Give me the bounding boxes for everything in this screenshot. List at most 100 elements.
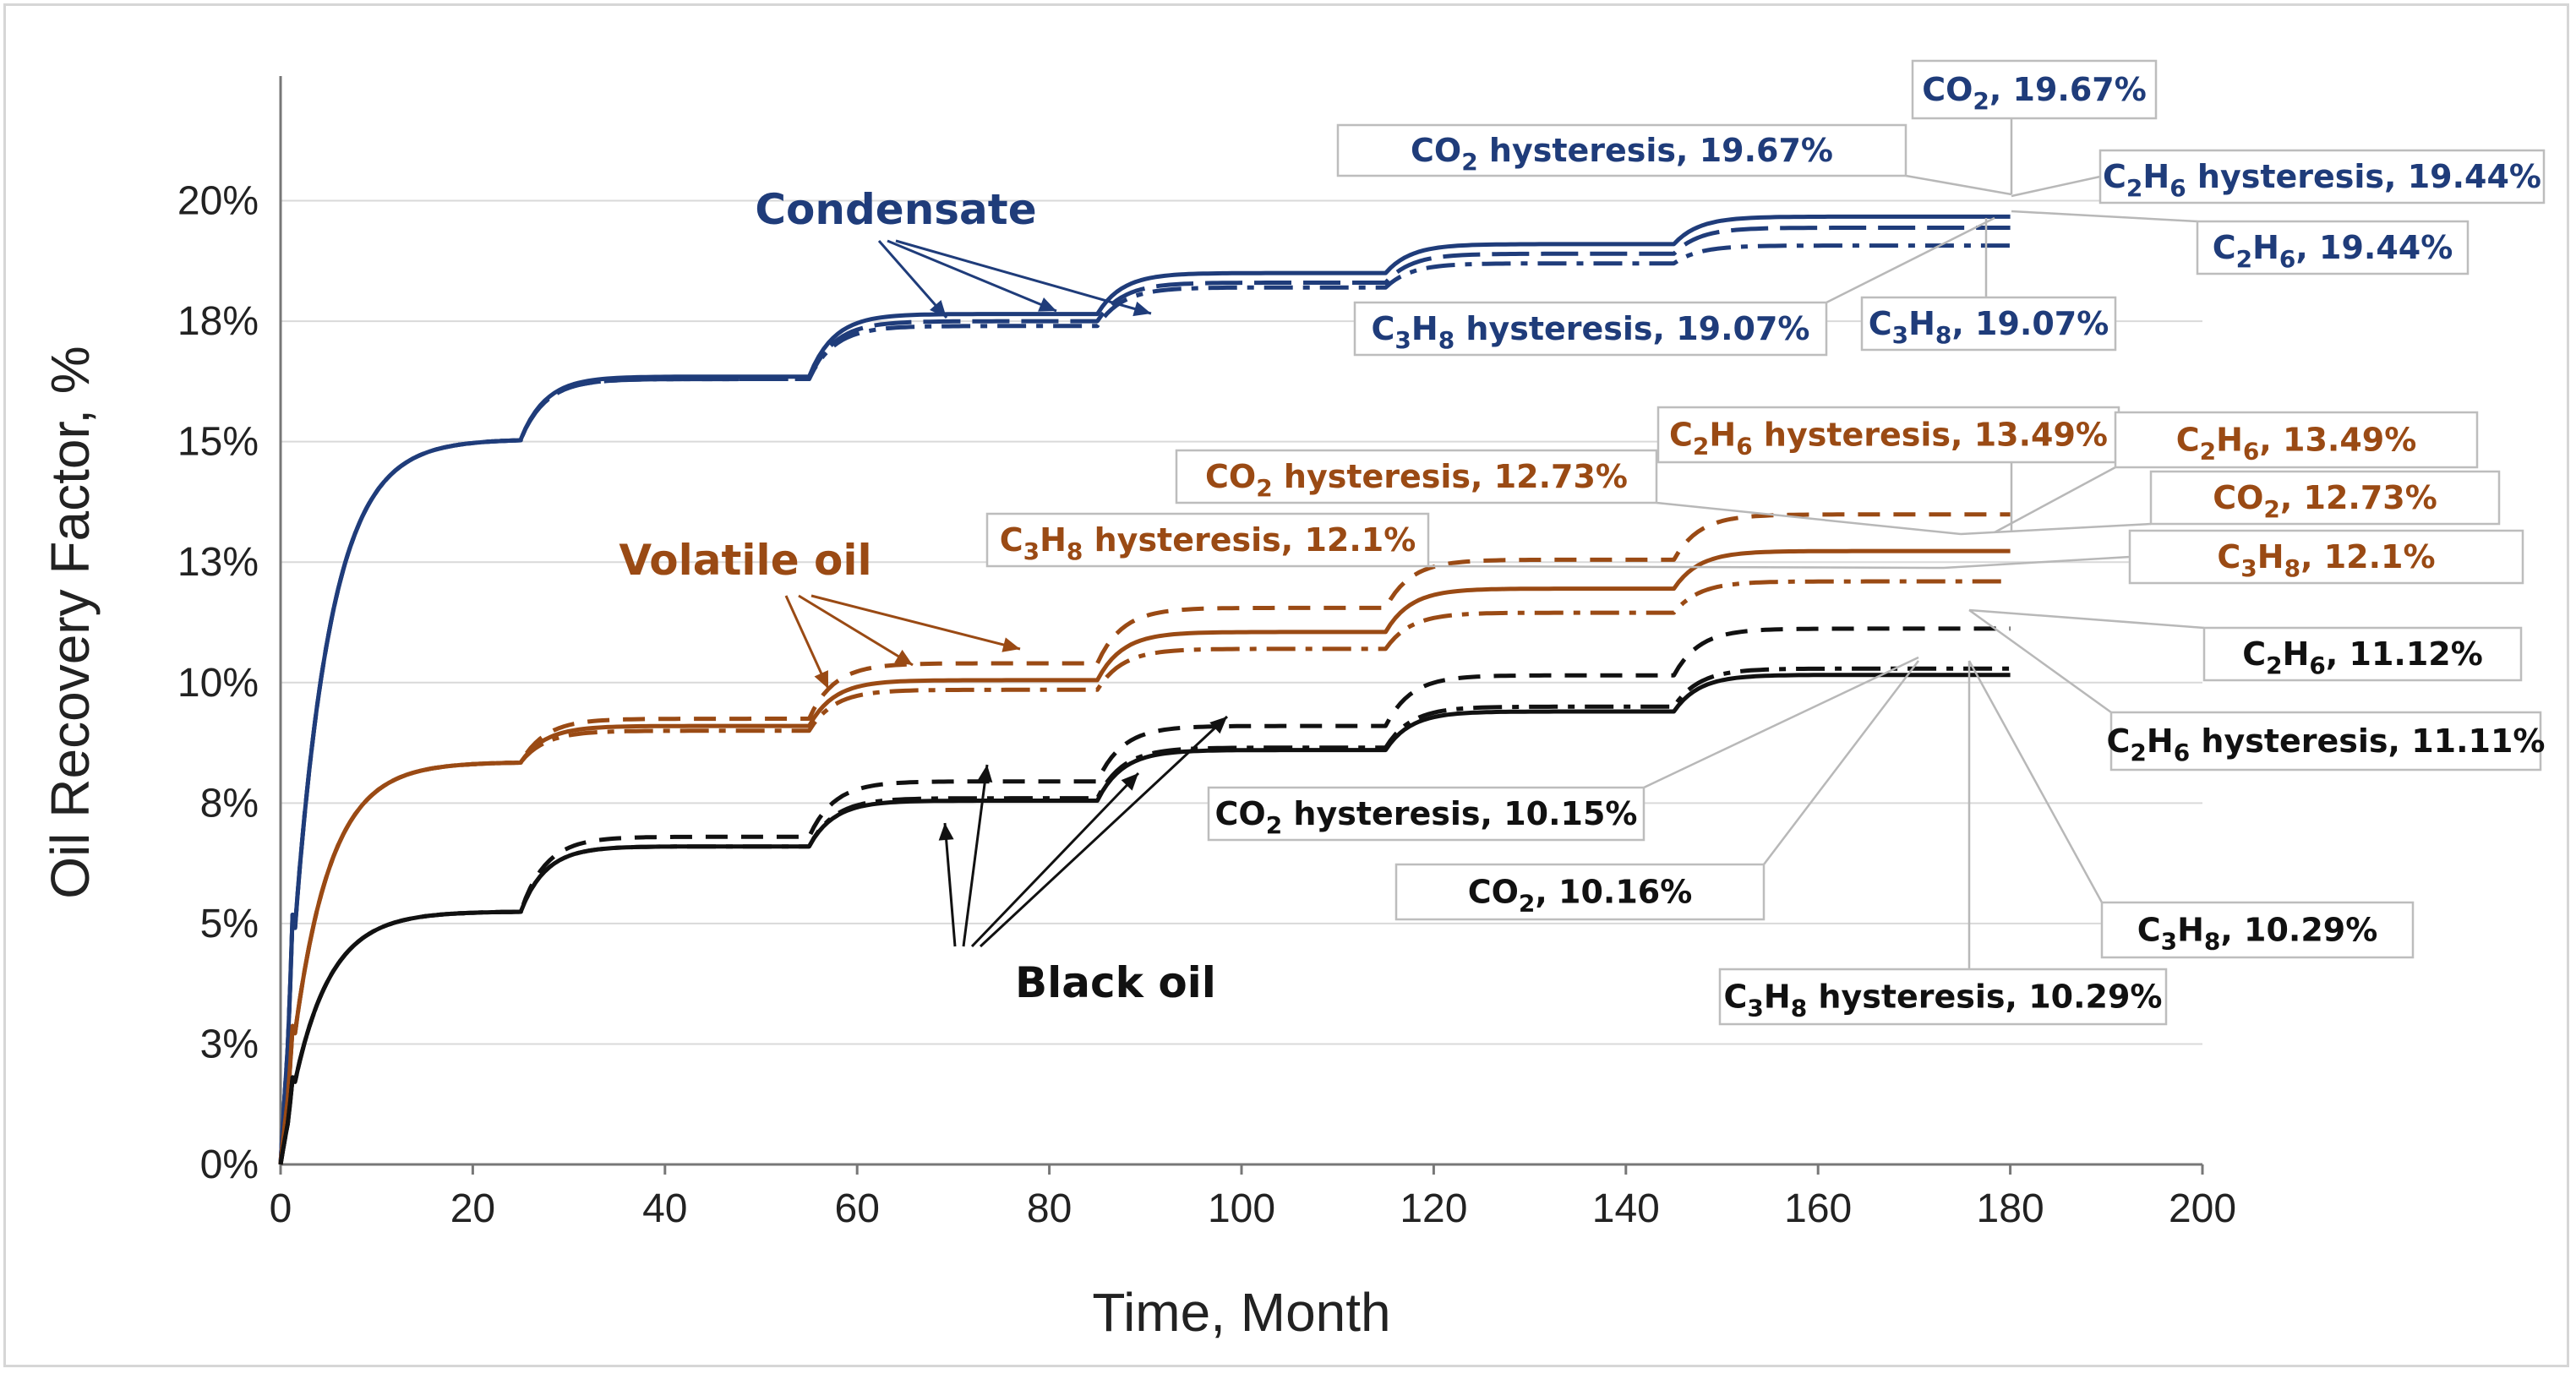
annotation-box xyxy=(1353,301,1828,357)
annotation-text: C2H6, 13.49% xyxy=(2176,422,2417,466)
annotation-box xyxy=(2202,626,2523,682)
annotation-part: , 11.12% xyxy=(2326,635,2483,673)
annotation-part: , 19.67% xyxy=(1989,71,2147,108)
subscript: 8 xyxy=(1935,321,1951,349)
annotation-cond-co2: CO2, 19.67% xyxy=(1911,59,2158,120)
leader-line xyxy=(1967,660,2104,903)
annotation-part: hysteresis, 10.15% xyxy=(1282,795,1637,832)
y-tick-label: 10% xyxy=(177,661,259,706)
x-tick-label: 0 xyxy=(270,1186,292,1231)
subscript: 8 xyxy=(2204,928,2220,956)
subscript: 2 xyxy=(1519,890,1535,918)
annotation-vol-c2h6: C2H6, 13.49% xyxy=(2114,411,2479,469)
annotation-blk-c2h6-hys: C2H6 hysteresis, 11.11% xyxy=(2107,711,2546,772)
annotation-part: hysteresis, 12.73% xyxy=(1273,458,1628,495)
annotation-part: hysteresis, 19.07% xyxy=(1454,310,1809,347)
y-tick-label: 0% xyxy=(200,1142,259,1187)
annotation-text: CO2 hysteresis, 19.67% xyxy=(1411,132,1833,176)
annotation-blk-co2: CO2, 10.16% xyxy=(1394,863,1766,921)
annotation-part: CO xyxy=(1411,132,1461,169)
annotation-vol-c2h6-hys: C2H6 hysteresis, 13.49% xyxy=(1656,406,2120,464)
annotation-part: , 13.49% xyxy=(2259,422,2416,459)
annotation-text: CO2, 10.16% xyxy=(1468,874,1693,918)
x-tick-label: 80 xyxy=(1027,1186,1072,1231)
series-lines xyxy=(278,214,2011,1165)
leader-line xyxy=(1427,564,1945,570)
leader-line xyxy=(2011,210,2198,223)
annotation-cond-c2h6-hys: C2H6 hysteresis, 19.44% xyxy=(2098,149,2546,204)
annotation-vol-co2: CO2, 12.73% xyxy=(2149,470,2501,526)
subscript: 2 xyxy=(2263,495,2279,523)
subscript: 3 xyxy=(2240,554,2257,582)
annotation-box xyxy=(1207,786,1645,842)
annotation-cond-co2-hys: CO2 hysteresis, 19.67% xyxy=(1336,123,1907,177)
annotation-part: , 12.73% xyxy=(2280,479,2437,516)
subscript: 3 xyxy=(1747,995,1763,1022)
leader-line xyxy=(1943,555,2131,570)
annotation-text: C3H8, 12.1% xyxy=(2217,538,2435,582)
annotation-part: CO xyxy=(1205,458,1256,495)
leader-line xyxy=(1968,608,2112,714)
leader-line xyxy=(1826,216,1995,304)
group-arrow xyxy=(970,772,1140,948)
annotation-box xyxy=(2149,470,2501,526)
annotation-text: CO2 hysteresis, 10.15% xyxy=(1214,795,1637,839)
x-tick-label: 20 xyxy=(450,1186,495,1231)
annotation-box xyxy=(2128,529,2524,585)
subscript: 8 xyxy=(1067,537,1083,565)
annotation-part: CO xyxy=(1922,71,1973,108)
annotation-box xyxy=(2100,901,2415,959)
annotation-part: , 12.1% xyxy=(2300,538,2436,575)
annotation-part: , 10.16% xyxy=(1535,874,1692,911)
annotation-text: CO2, 12.73% xyxy=(2213,479,2437,523)
series-volatile-oil-c3h8 xyxy=(278,579,2011,1165)
group-arrowhead xyxy=(1121,773,1138,791)
annotation-text: C2H6 hysteresis, 13.49% xyxy=(1669,417,2108,461)
group-arrow xyxy=(810,594,1021,651)
group-arrowhead xyxy=(930,300,947,318)
annotation-part: H xyxy=(2216,422,2243,459)
annotation-part: hysteresis, 13.49% xyxy=(1753,417,2108,454)
group-arrowhead xyxy=(1209,717,1227,734)
leader-line xyxy=(1656,501,1962,536)
y-tick-label: 18% xyxy=(177,299,259,344)
annotation-text: C3H8, 19.07% xyxy=(1869,305,2109,349)
annotation-box xyxy=(1718,968,2168,1026)
subscript: 8 xyxy=(2284,554,2300,582)
annotation-leaders xyxy=(1427,118,2205,969)
annotation-vol-co2-hys: CO2 hysteresis, 12.73% xyxy=(1175,449,1658,504)
annotation-part: CO xyxy=(1214,795,1265,832)
annotation-blk-c3h8: C3H8, 10.29% xyxy=(2100,901,2415,959)
annotation-text: C3H8 hysteresis, 19.07% xyxy=(1372,310,1810,354)
group-arrowhead xyxy=(814,670,828,689)
annotation-part: C xyxy=(2213,229,2236,266)
series-volatile-oil-c2h6 xyxy=(278,512,2011,1165)
leader-line xyxy=(2011,175,2101,198)
subscript: 6 xyxy=(2169,174,2186,202)
leader-line xyxy=(1994,466,2116,534)
group-arrowhead xyxy=(1038,297,1056,312)
x-tick-label: 180 xyxy=(1977,1186,2044,1231)
annotation-part: H xyxy=(2252,229,2279,266)
annotation-part: C xyxy=(2176,422,2200,459)
y-tick-label: 8% xyxy=(200,781,259,826)
leader-line xyxy=(1960,522,2152,536)
subscript: 2 xyxy=(1693,433,1709,461)
gridlines xyxy=(281,199,2202,1045)
group-arrow xyxy=(962,764,989,947)
y-tick-label: 3% xyxy=(200,1022,259,1066)
subscript: 3 xyxy=(1394,326,1411,354)
annotation-box xyxy=(1860,296,2117,352)
y-axis-title: Oil Recovery Factor, % xyxy=(40,346,101,898)
y-tick-label: 5% xyxy=(200,902,259,946)
annotation-blk-c3h8-hys: C3H8 hysteresis, 10.29% xyxy=(1718,968,2168,1026)
subscript: 3 xyxy=(2161,928,2177,956)
annotation-part: C xyxy=(1372,310,1395,347)
annotation-text: C2H6 hysteresis, 11.11% xyxy=(2107,722,2546,766)
group-label: Volatile oil xyxy=(619,536,871,585)
annotation-part: hysteresis, 19.44% xyxy=(2186,158,2541,195)
annotation-part: , 10.29% xyxy=(2220,912,2377,949)
group-arrow xyxy=(895,239,1152,315)
group-arrowhead xyxy=(938,823,954,841)
